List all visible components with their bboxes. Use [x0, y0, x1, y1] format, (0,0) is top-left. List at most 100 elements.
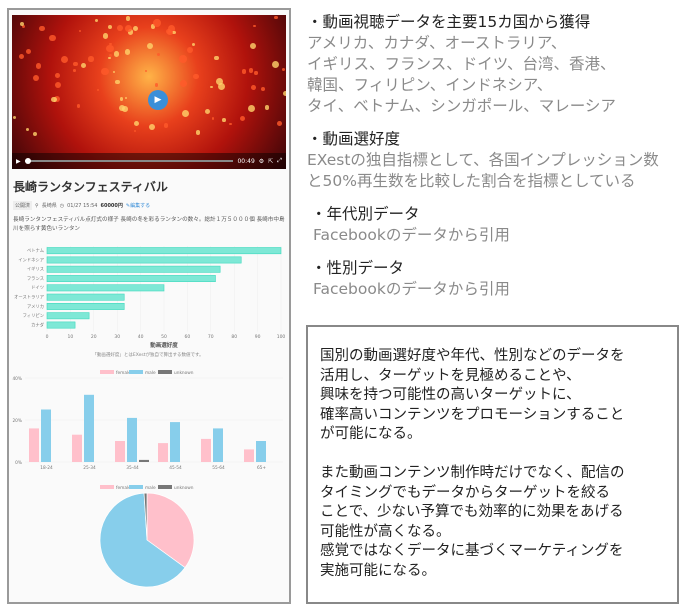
location-icon: ⚲	[35, 202, 39, 209]
clock-icon: ◷	[59, 202, 65, 209]
x-tick-label: 55-64	[212, 465, 225, 471]
pencil-icon: ✎	[125, 203, 131, 209]
x-tick-label: 90	[255, 334, 261, 340]
bar-female-45-54	[158, 443, 168, 462]
bar-ドイツ	[46, 284, 165, 292]
summary-line: タイミングでもデータからターゲットを絞る	[320, 484, 610, 501]
y-tick-label: フィリピン	[23, 313, 44, 319]
legend-swatch-unknown	[158, 370, 172, 374]
x-tick-label: 65+	[257, 465, 266, 471]
y-tick-label: ドイツ	[31, 286, 44, 291]
y-tick-label: ベトナム	[27, 248, 45, 254]
bar-オーストラリア	[46, 293, 125, 301]
legend-label-unknown: unknown	[174, 370, 194, 376]
post-meta: 公開済 ⚲ 長崎県 ◷ 01/27 15:54 60000円 ✎編集する	[13, 201, 150, 210]
country-line: イギリス、フランス、ドイツ、台湾、香港、	[307, 55, 616, 73]
bar-female-18-24	[29, 428, 39, 462]
video-player[interactable]: ▶ ▶ 00:49 ⚙ ⇱ ⤢	[12, 15, 286, 169]
y-tick-label: イギリス	[27, 267, 44, 273]
summary-line: 国別の動画選好度や年代、性別などのデータを	[320, 348, 625, 364]
heading-gender: ・性別データ	[311, 259, 405, 277]
x-tick-label: 20	[91, 334, 97, 340]
fullscreen-icon[interactable]: ⤢	[277, 157, 282, 164]
summary-line: 実施可能になる。	[320, 562, 436, 579]
country-line: アメリカ、カナダ、オーストラリア、	[307, 34, 567, 52]
x-tick-label: 40	[138, 334, 144, 340]
summary-line: ことで、少ない予算でも効率的に効果をあげる	[320, 504, 624, 520]
bar-ベトナム	[46, 247, 282, 255]
x-tick-label: 70	[208, 334, 214, 340]
x-tick-label: 30	[114, 334, 120, 340]
x-tick-label: 35-44	[126, 465, 139, 471]
legend-swatch-female	[100, 370, 114, 374]
legend-swatch-male	[129, 370, 143, 374]
bar-male-65+	[256, 441, 266, 462]
x-tick-label: 45-54	[169, 465, 182, 471]
country-line: 韓国、フィリピン、インドネシア、	[307, 76, 553, 94]
y-tick-label: フランス	[27, 276, 44, 282]
legend-label-male: male	[145, 370, 156, 376]
bar-female-55-64	[201, 438, 211, 462]
play-icon[interactable]: ▶	[148, 90, 168, 110]
summary-line: 確率高いコンテンツをプロモーションすること	[320, 406, 625, 423]
bar-インドネシア	[46, 256, 242, 264]
summary-line	[320, 445, 667, 465]
heading-age: ・年代別データ	[311, 205, 420, 223]
pie-slice-unknown	[143, 492, 148, 541]
pie-slice-female	[146, 492, 195, 569]
legend-label-female: female	[116, 485, 131, 491]
external-link-icon[interactable]: ⇱	[268, 157, 274, 165]
x-tick-label: 25-34	[83, 465, 96, 471]
edit-label: 編集する	[130, 203, 151, 209]
age-desc: Facebookのデータから引用	[313, 226, 510, 244]
play-icon[interactable]: ▶	[16, 157, 21, 165]
y-tick-label: 20%	[12, 418, 22, 424]
legend-swatch-unknown	[158, 485, 172, 489]
status-badge: 公開済	[13, 201, 33, 210]
seek-bar[interactable]	[24, 158, 234, 164]
bar-カナダ	[46, 321, 76, 329]
summary-line: また動画コンテンツ制作時だけでなく、配信の	[320, 465, 625, 481]
video-time: 00:49	[237, 157, 255, 165]
summary-box: 国別の動画選好度や年代、性別などのデータを 活用し、ターゲットを見極めることや、興…	[306, 325, 679, 604]
post-title: 長崎ランタンフェスティバル	[13, 180, 168, 194]
preference-desc: EXestの独自指標として、各国インプレッション数	[307, 151, 659, 169]
summary-line: 感覚ではなくデータに基づくマーケティングを	[320, 543, 624, 559]
preference-desc: と50%再生数を比較した割合を指標としている	[307, 172, 636, 190]
bar-フランス	[46, 275, 216, 282]
video-controls: ▶ 00:49 ⚙ ⇱ ⤢	[12, 153, 286, 169]
pie-slice-male	[99, 492, 186, 588]
feature-list: ・動画視聴データを主要15カ国から獲得 アメリカ、カナダ、オーストラリア、 イギ…	[307, 12, 659, 300]
chart-note: 「動画選好度」とはEXestが独自で算出する数値です。	[92, 351, 203, 358]
y-tick-label: アメリカ	[27, 304, 44, 310]
bar-female-35-44	[115, 441, 125, 462]
gender-desc: Facebookのデータから引用	[313, 280, 510, 298]
datetime: 01/27 15:54	[67, 202, 98, 209]
x-tick-label: 60	[185, 334, 191, 340]
legend-label-male: male	[145, 485, 156, 491]
bar-female-65+	[244, 449, 254, 462]
edit-link[interactable]: ✎編集する	[126, 202, 150, 209]
summary-line: 可能性が高くなる。	[320, 523, 451, 540]
gear-icon[interactable]: ⚙	[258, 157, 265, 165]
legend-label-female: female	[116, 370, 131, 376]
x-axis-title: 動画選好度	[150, 341, 178, 349]
x-tick-label: 80	[231, 334, 237, 340]
post-description: 長崎ランタンフェスティバル点灯式の様子 長崎の冬を彩るランタンの数々。総計１万５…	[13, 217, 285, 232]
bar-アメリカ	[46, 302, 125, 310]
bar-male-55-64	[213, 428, 223, 462]
location: 長崎県	[41, 203, 57, 209]
bar-unknown-35-44	[139, 459, 149, 462]
x-tick-label: 10	[68, 334, 74, 340]
summary-line: 活用し、ターゲットを見極めることや、	[320, 367, 581, 384]
summary-line: が可能になる。	[320, 426, 422, 442]
legend-swatch-female	[100, 485, 114, 489]
bar-male-25-34	[84, 394, 94, 462]
y-tick-label: カナダ	[31, 321, 45, 328]
heading-data-countries: ・動画視聴データを主要15カ国から獲得	[307, 13, 591, 31]
price: 60000円	[100, 203, 123, 209]
y-tick-label: 40%	[12, 376, 22, 382]
x-tick-label: 100	[277, 334, 286, 340]
legend-swatch-male	[129, 485, 143, 489]
